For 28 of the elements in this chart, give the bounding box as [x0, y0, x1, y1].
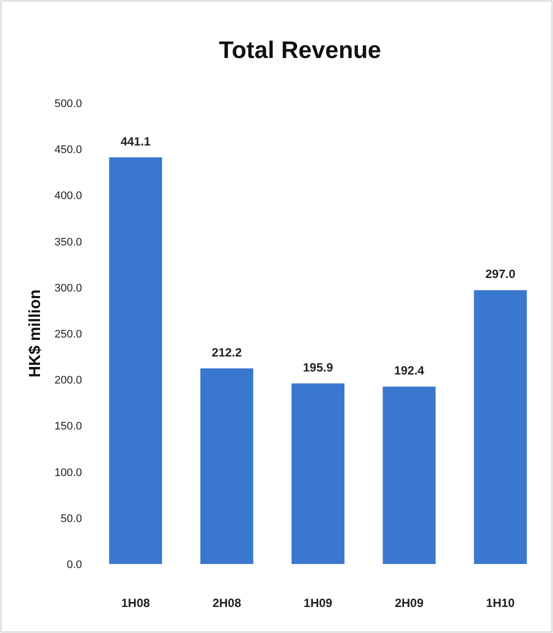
y-tick-label: 250.0	[54, 328, 82, 340]
y-tick-label: 350.0	[54, 236, 82, 248]
bar	[292, 383, 344, 564]
y-tick-label: 400.0	[54, 190, 82, 202]
data-label: 441.1	[120, 134, 151, 148]
data-label: 297.0	[485, 267, 516, 282]
x-tick-label: 1H09	[304, 596, 333, 610]
y-tick-label: 150.0	[54, 420, 82, 433]
bar	[109, 157, 162, 564]
y-axis-title: HK$ million	[27, 289, 44, 378]
y-tick-label: 100.0	[54, 466, 82, 479]
chart-title: Total Revenue	[218, 37, 382, 64]
bar	[200, 368, 254, 564]
y-tick-label: 500.0	[54, 98, 82, 110]
y-tick-label: 450.0	[54, 144, 82, 156]
data-label: 192.4	[394, 364, 425, 378]
bar	[474, 290, 527, 564]
bar	[382, 386, 436, 564]
y-tick-label: 0.0	[66, 559, 82, 571]
x-tick-label: 1H10	[486, 596, 516, 610]
x-tick-label: 1H08	[121, 596, 150, 610]
x-tick-label: 2H08	[212, 596, 242, 610]
data-label: 212.2	[212, 345, 242, 360]
y-tick-label: 200.0	[54, 374, 82, 387]
y-tick-label: 300.0	[54, 282, 82, 294]
y-tick-label: 50.0	[60, 512, 82, 525]
data-label: 195.9	[302, 360, 334, 374]
x-tick-label: 2H09	[394, 596, 424, 610]
